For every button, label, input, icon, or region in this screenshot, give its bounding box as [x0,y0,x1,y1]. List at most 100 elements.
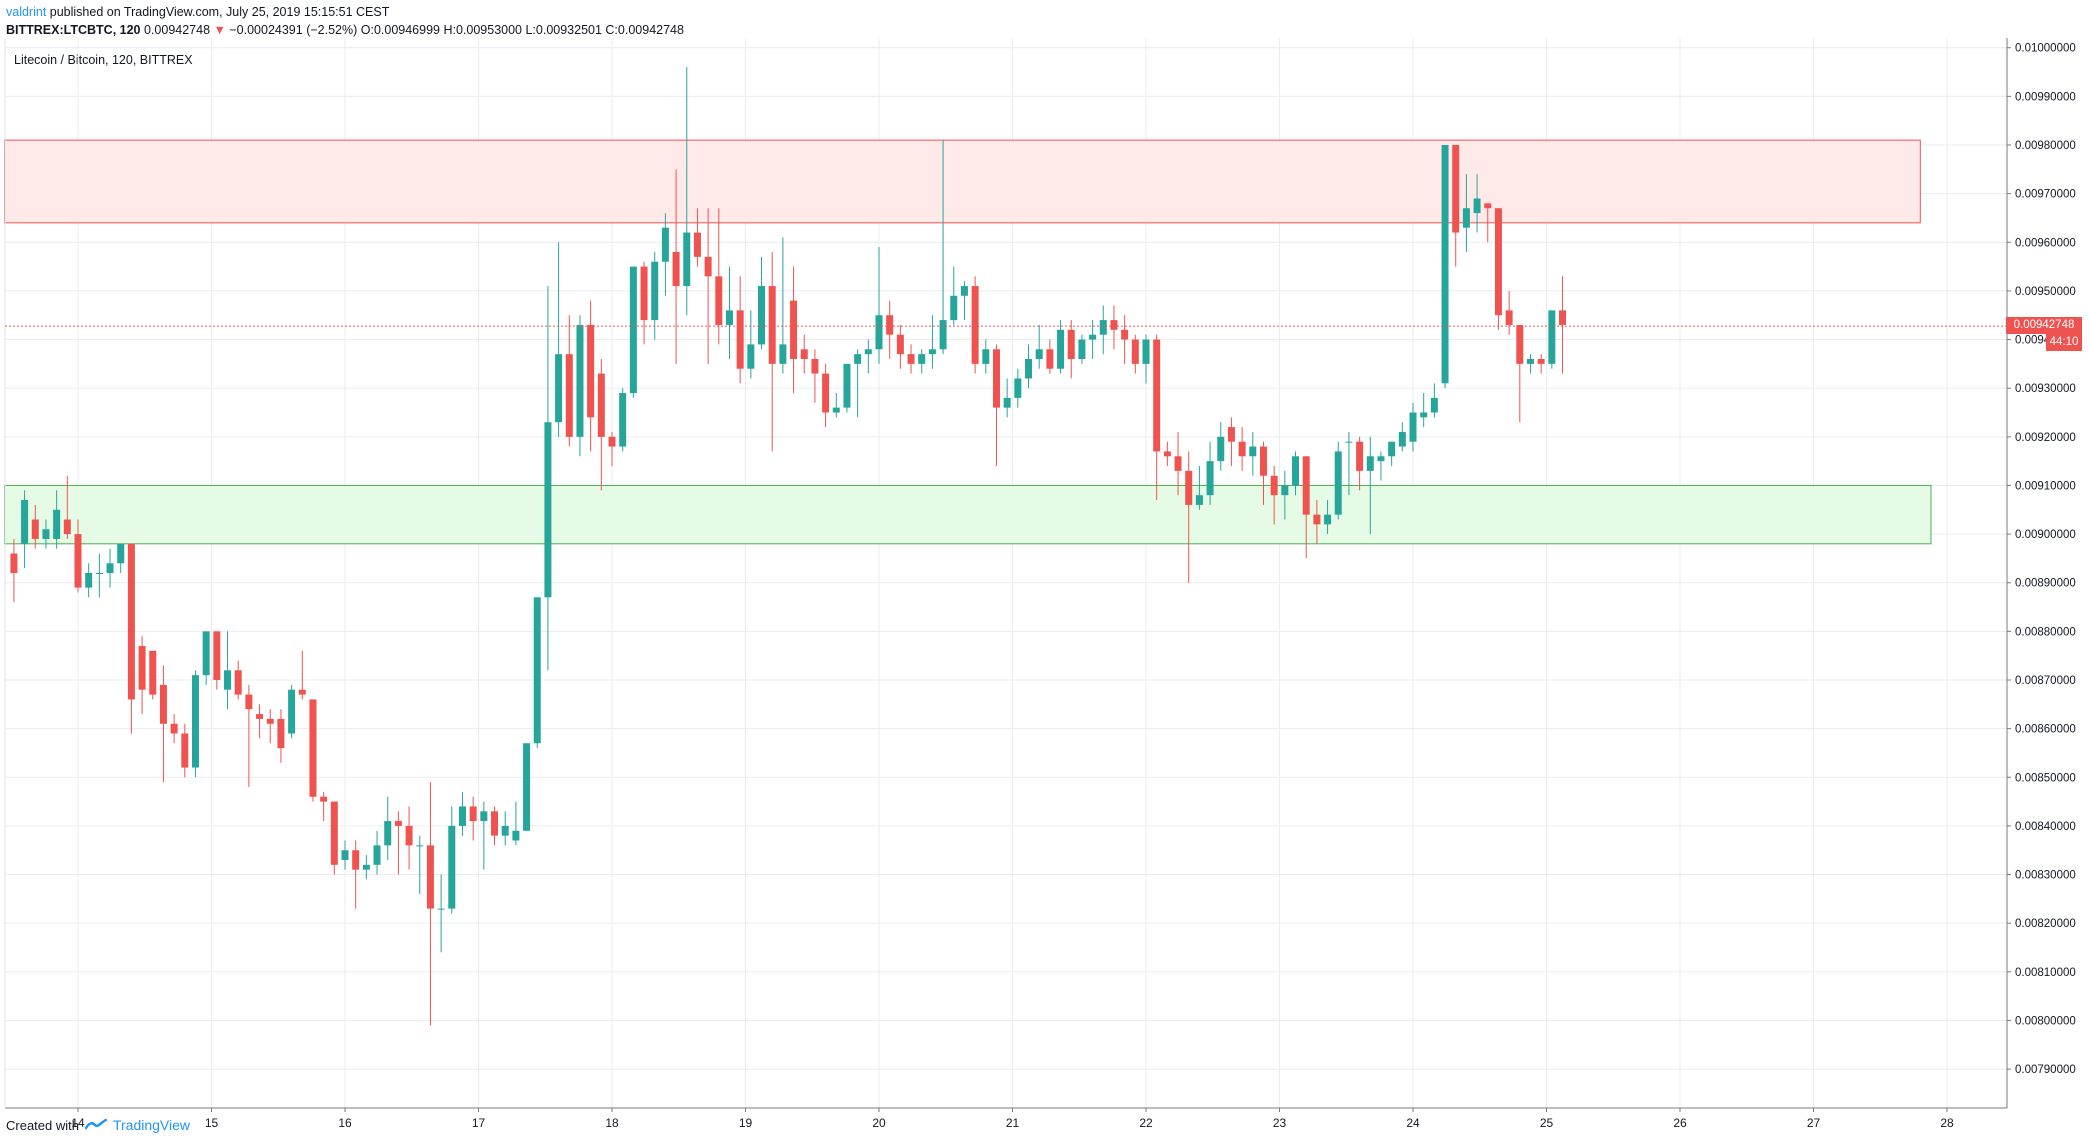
x-tick-label: 18 [605,1116,619,1130]
x-tick-label: 25 [1540,1116,1554,1130]
candle-body [1409,412,1417,442]
y-tick-label: 0.00860000 [2015,724,2076,736]
candle-body [811,359,819,374]
candle-body [213,631,221,680]
candle-body [234,670,242,695]
candle-body [1163,451,1171,457]
candle-body [683,232,691,287]
author-link[interactable]: valdrint [6,5,47,19]
candle-body [747,344,755,369]
candle-body [384,821,392,846]
tradingview-link[interactable]: TradingView [112,1117,191,1133]
candle-body [1505,310,1513,325]
y-tick-label: 0.00980000 [2015,140,2076,152]
ohlc-values: O:0.00946999 H:0.00953000 L:0.00932501 C… [360,23,684,37]
x-tick-label: 16 [338,1116,352,1130]
candle-body [1259,446,1267,476]
candle-body [832,407,840,413]
candle-body [298,689,306,695]
chart-subtitle: Litecoin / Bitcoin, 120, BITTREX [14,53,193,67]
publish-info: published on TradingView.com, July 25, 2… [46,5,390,19]
candle-body [266,718,274,724]
candle-body [1516,324,1524,364]
candle-body [1559,310,1567,325]
candle-body [640,266,648,321]
candle-body [704,256,712,277]
y-tick-label: 0.00810000 [2015,967,2076,979]
candle-body [1292,456,1300,486]
candle-body [1035,349,1043,359]
candle-body [149,650,157,695]
candle-body [117,543,125,564]
x-tick-label: 15 [205,1116,219,1130]
candle-body [288,689,296,734]
candle-body [886,315,894,335]
publish-line: valdrint published on TradingView.com, J… [6,3,684,21]
candle-body [21,500,29,544]
y-tick-label: 0.00830000 [2015,870,2076,882]
candle-body [928,349,936,355]
candle-body [1366,456,1374,471]
candle-body [74,534,82,588]
candle-body [138,645,146,690]
candle-body [939,320,947,350]
candle-body [170,723,178,734]
candle-body [1131,339,1139,364]
candle-body [1227,427,1235,442]
candle-body [1046,349,1054,369]
candle-body [202,631,210,676]
tradingview-logo-icon [84,1118,107,1130]
candle-body [1195,495,1203,505]
candle-body [63,519,71,535]
ohlc-line: BITTREX:LTCBTC, 120 0.00942748 ▼ −0.0002… [6,21,684,39]
candle-body [1313,514,1321,525]
candle-body [42,529,50,539]
support-zone [4,484,1932,545]
last-price: 0.00942748 [143,23,211,37]
last-price-label: 0.00942748 [2006,317,2082,335]
x-tick-label: 19 [739,1116,753,1130]
candle-body [512,830,520,841]
candle-body [1025,359,1033,379]
candle-body [1388,441,1396,457]
candle-body [181,733,189,768]
candle-body [1089,334,1097,340]
candles [10,67,1567,1026]
y-tick-label: 0.00910000 [2015,480,2076,492]
candle-body [822,373,830,413]
y-tick-label: 0.00800000 [2015,1015,2076,1027]
candle-body [1334,451,1342,515]
x-tick-label: 22 [1139,1116,1153,1130]
candle-body [608,436,616,447]
candle-body [95,573,103,574]
x-tick-label: 27 [1807,1116,1821,1130]
candle-body [555,354,563,423]
candle-body [1067,329,1075,359]
x-tick-label: 23 [1273,1116,1287,1130]
y-tick-label: 0.00890000 [2015,578,2076,590]
candle-body [1281,485,1289,496]
candle-body [1452,145,1460,233]
candle-body [1099,320,1107,335]
candle-body [587,324,595,418]
x-tick-label: 17 [472,1116,486,1130]
candle-body [480,811,488,822]
candle-body [854,354,862,364]
candle-body [1003,397,1011,408]
y-tick-label: 0.01000000 [2015,43,2076,55]
y-tick-label: 0.00840000 [2015,821,2076,833]
x-tick-label: 21 [1006,1116,1020,1130]
y-tick-label: 0.00850000 [2015,772,2076,784]
candle-body [1302,456,1310,515]
candle-body [619,393,627,447]
candle-body [245,694,253,710]
candle-body [960,286,968,296]
x-tick-label: 20 [872,1116,886,1130]
candle-body [918,354,926,364]
down-arrow-icon: ▼ [213,23,226,37]
zones [4,139,1932,545]
candle-body [330,801,338,865]
candle-body [1420,412,1428,418]
y-tick-label: 0.00950000 [2015,286,2076,298]
